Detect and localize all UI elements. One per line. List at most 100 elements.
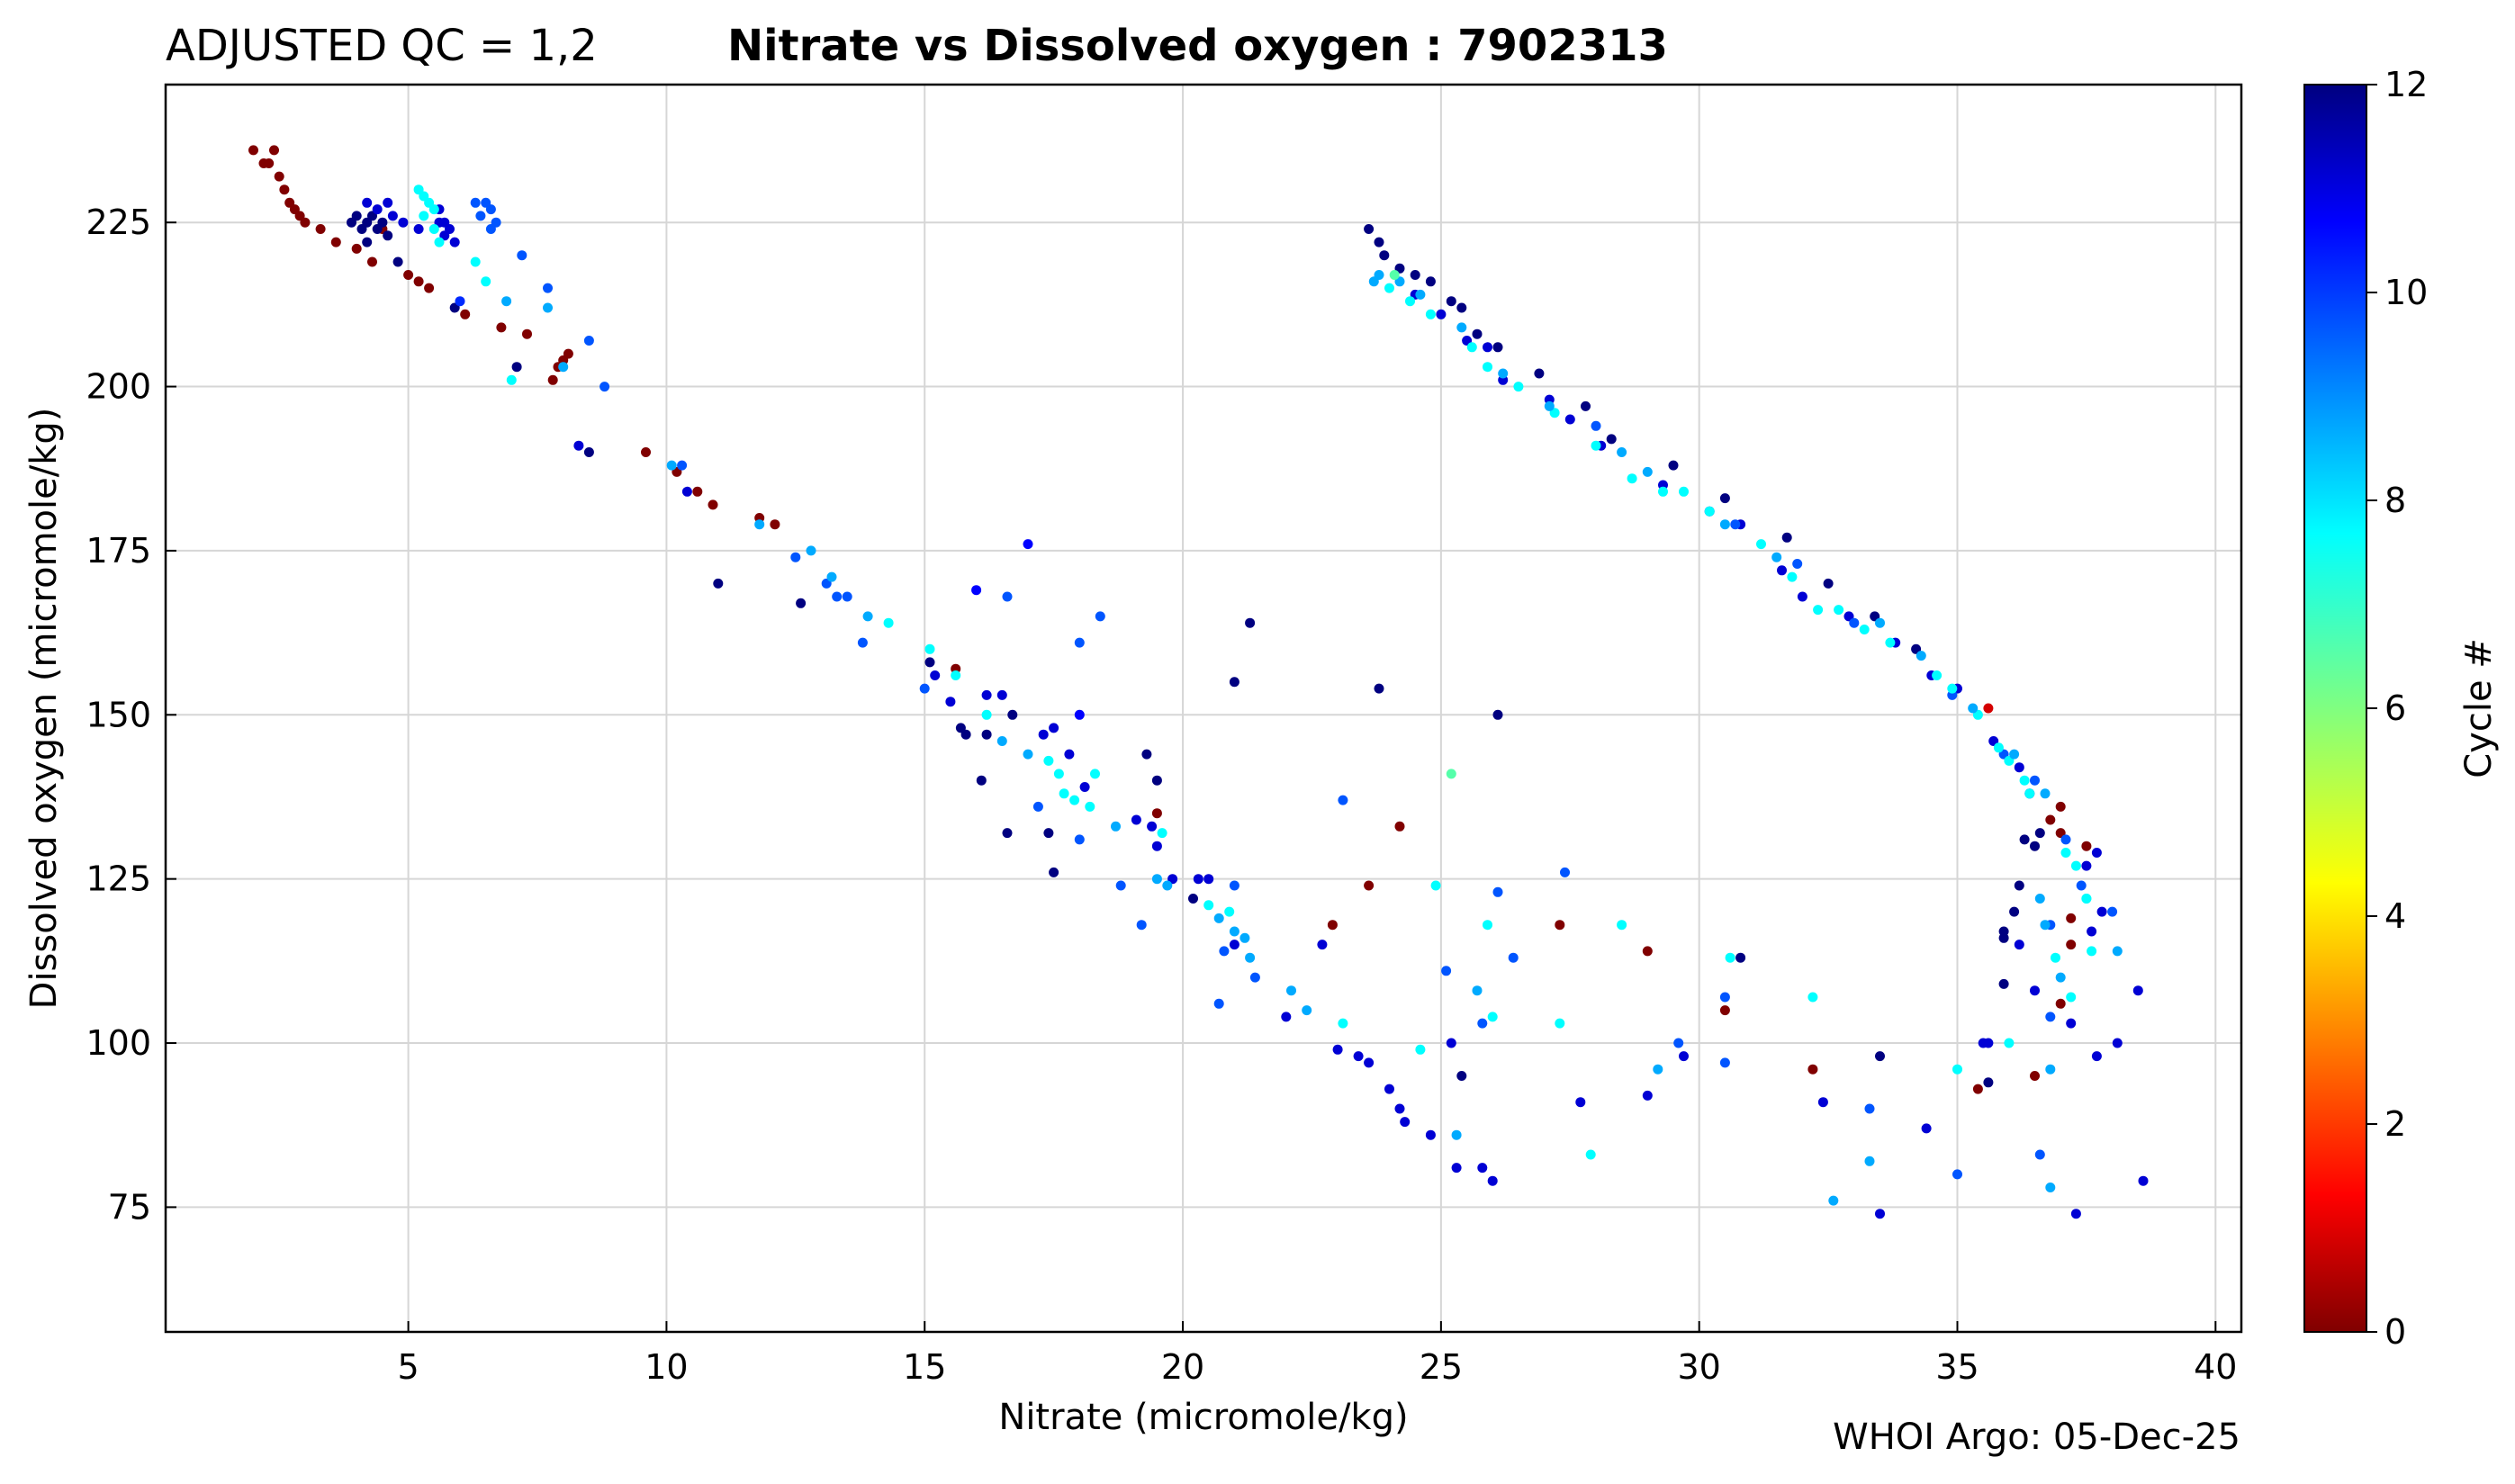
data-point	[1023, 749, 1033, 760]
data-point	[1834, 605, 1844, 616]
data-point	[522, 328, 532, 339]
data-point	[976, 775, 987, 786]
y-tick-label: 150	[86, 695, 151, 734]
data-point	[1777, 565, 1787, 576]
data-point	[1849, 617, 1860, 628]
data-point	[1286, 985, 1296, 996]
data-point	[1430, 880, 1441, 891]
colorbar-tick-label: 10	[2384, 273, 2428, 312]
data-point	[2009, 906, 2020, 917]
data-point	[924, 643, 935, 654]
data-point	[692, 486, 703, 497]
data-point	[300, 217, 311, 228]
data-point	[2045, 1012, 2056, 1022]
x-axis-ticks: 5 10 15 20 25 30 35 40	[398, 1321, 2237, 1387]
chart-title: Nitrate vs Dissolved oxygen : 7902313	[727, 21, 1668, 71]
data-point	[248, 145, 258, 156]
data-point	[1492, 342, 1503, 353]
data-point	[1162, 880, 1173, 891]
data-point	[351, 211, 362, 221]
data-point	[1668, 460, 1679, 471]
data-point	[2091, 848, 2102, 858]
data-point	[1410, 270, 1420, 280]
data-point	[1642, 1090, 1653, 1101]
data-point	[583, 447, 594, 457]
x-tick-label: 15	[903, 1347, 946, 1387]
data-point	[1389, 270, 1400, 280]
data-point	[1487, 1012, 1498, 1022]
data-point	[419, 211, 429, 221]
data-point	[2138, 1175, 2149, 1186]
data-point	[2019, 834, 2030, 845]
data-point	[1952, 1169, 1962, 1180]
data-point	[996, 736, 1007, 746]
data-point	[1719, 992, 1730, 1003]
data-point	[1193, 874, 1203, 885]
data-point	[1719, 519, 1730, 530]
data-point	[1859, 625, 1870, 634]
data-point	[981, 689, 992, 700]
data-point	[583, 336, 594, 346]
data-point	[832, 591, 843, 602]
data-point	[449, 237, 460, 247]
data-point	[2045, 1064, 2056, 1075]
data-point	[485, 224, 496, 234]
data-point	[708, 499, 718, 510]
y-tick-label: 100	[86, 1023, 151, 1063]
data-point	[1472, 985, 1483, 996]
data-point	[1771, 552, 1782, 562]
data-point	[2066, 1018, 2077, 1029]
data-point	[1456, 322, 1467, 333]
data-point	[599, 382, 610, 392]
data-point	[2045, 1183, 2056, 1192]
data-point	[315, 224, 326, 234]
data-point	[455, 296, 465, 307]
data-point	[1436, 309, 1447, 319]
colorbar-tick-label: 4	[2384, 896, 2406, 936]
data-point	[1115, 880, 1126, 891]
data-point	[2014, 880, 2024, 891]
data-point	[573, 440, 584, 451]
data-point	[372, 204, 383, 215]
data-point	[1983, 1038, 1994, 1048]
data-point	[258, 158, 269, 168]
data-point	[930, 670, 941, 680]
data-point	[1456, 302, 1467, 313]
data-point	[1446, 1038, 1456, 1048]
data-point	[1606, 434, 1617, 445]
data-point	[383, 230, 393, 241]
data-point	[377, 217, 388, 228]
data-point	[269, 145, 279, 156]
data-point	[2070, 1209, 2081, 1219]
data-point	[2034, 1149, 2045, 1160]
x-tick-label: 20	[1161, 1347, 1204, 1387]
y-tick-label: 225	[86, 202, 151, 242]
data-point	[387, 211, 398, 221]
x-axis-label: Nitrate (micromole/kg)	[998, 1397, 1408, 1438]
data-point	[1983, 703, 1994, 714]
data-point	[1704, 506, 1715, 517]
data-point	[1477, 1018, 1488, 1029]
data-point	[1983, 1077, 1994, 1088]
data-point	[1213, 913, 1224, 923]
data-point	[796, 598, 807, 608]
data-point	[1679, 1051, 1689, 1062]
colorbar-tick-label: 6	[2384, 688, 2406, 728]
data-point	[1085, 801, 1095, 812]
y-axis-label: Dissolved oxygen (micromole/kg)	[23, 408, 65, 1010]
data-point	[641, 447, 651, 457]
data-point	[511, 362, 522, 373]
data-point	[547, 374, 558, 385]
data-point	[2060, 834, 2071, 845]
data-point	[1585, 1149, 1596, 1160]
data-point	[1564, 414, 1575, 425]
data-point	[1007, 709, 1018, 720]
data-point	[1875, 617, 1885, 628]
data-point	[713, 578, 724, 589]
data-point	[1317, 940, 1328, 950]
data-point	[1998, 926, 2009, 937]
data-point	[1446, 296, 1456, 307]
data-point	[1425, 1129, 1436, 1140]
data-point	[1069, 795, 1080, 805]
